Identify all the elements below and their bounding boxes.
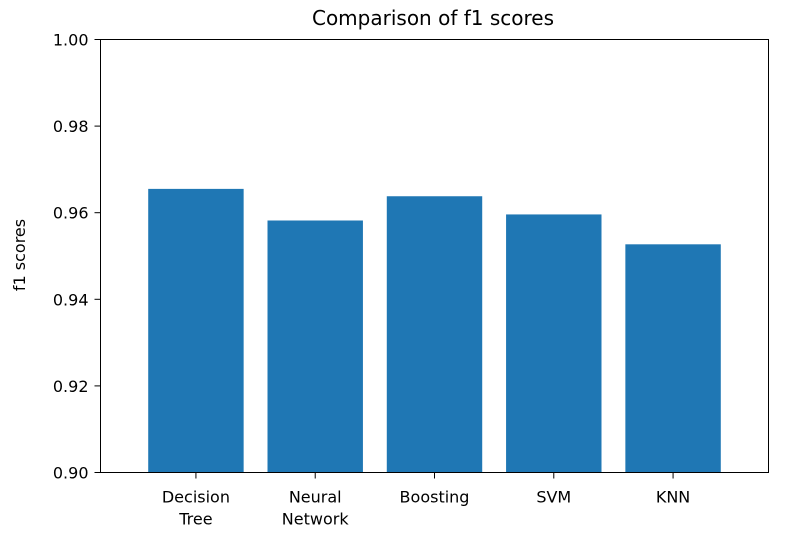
bars-group (148, 188, 721, 473)
bar-3 (506, 214, 602, 473)
y-tick-label: 1.00 (53, 31, 89, 50)
chart-title: Comparison of f1 scores (312, 6, 554, 30)
x-tick-label: KNN (656, 488, 690, 507)
x-tick-label: Neural Network (282, 488, 350, 529)
y-axis-ticks: 0.90 0.92 0.94 0.96 0.98 1.00 (53, 31, 101, 483)
y-tick-label: 0.98 (53, 117, 89, 136)
y-tick-label: 0.90 (53, 464, 89, 483)
x-tick-label: Decision Tree (162, 488, 230, 529)
x-tick-label: SVM (536, 488, 571, 507)
y-axis-label: f1 scores (10, 219, 29, 291)
x-tick-label-line: KNN (656, 488, 690, 507)
y-tick-label: 0.94 (53, 290, 89, 309)
y-tick-label: 0.92 (53, 377, 89, 396)
x-tick-label: Boosting (400, 488, 470, 507)
x-tick-label-line: SVM (536, 488, 571, 507)
plot-frame (100, 39, 769, 473)
x-axis-ticks: Decision Tree Neural Network Boosting SVM KNN (162, 472, 690, 529)
bar-2 (386, 196, 483, 473)
x-tick-label-line: Neural (289, 488, 342, 507)
y-tick-label: 0.96 (53, 204, 89, 223)
bar-0 (148, 188, 244, 473)
x-tick-label-line: Tree (178, 510, 212, 529)
bar-1 (267, 220, 363, 473)
x-tick-label-line: Decision (162, 488, 230, 507)
x-tick-label-line: Network (282, 510, 350, 529)
bar-4 (625, 244, 721, 473)
x-tick-label-line: Boosting (400, 488, 470, 507)
